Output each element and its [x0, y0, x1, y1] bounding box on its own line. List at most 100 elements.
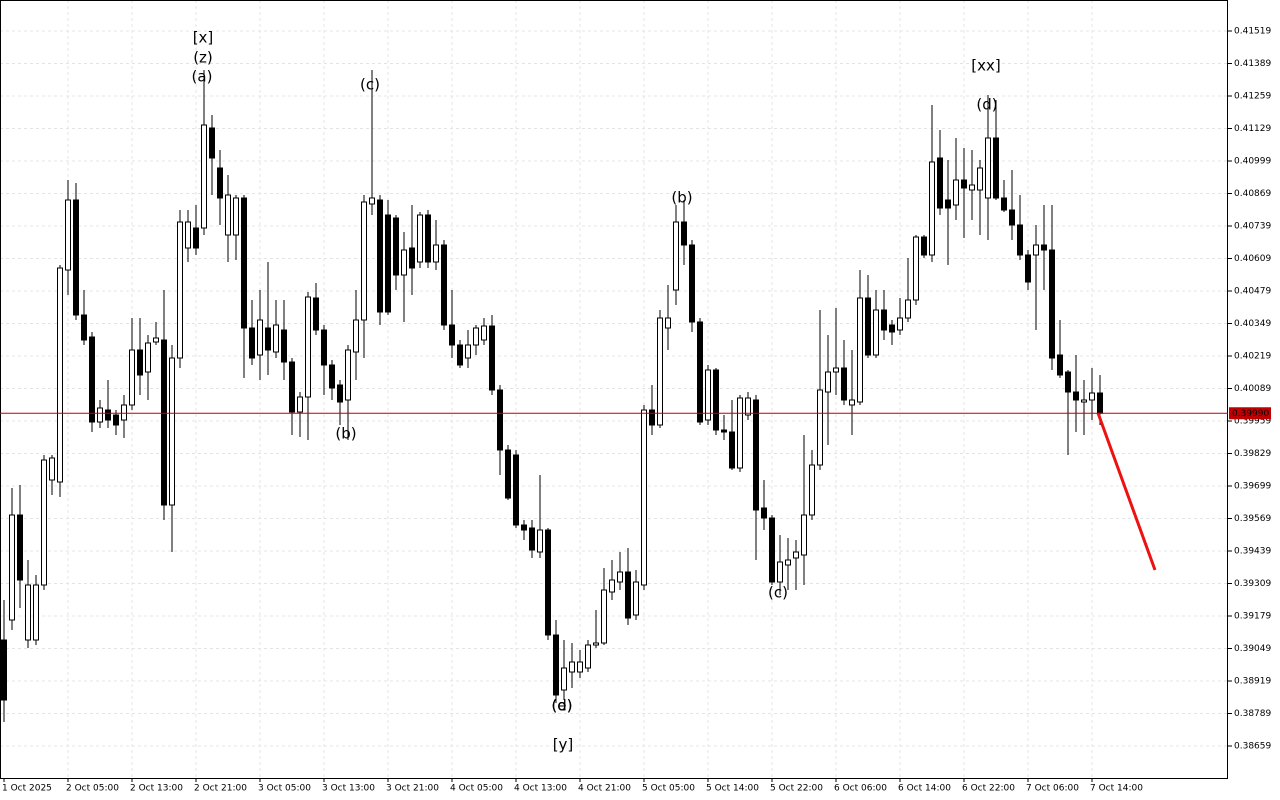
candle-body: [865, 297, 871, 356]
candle-body: [89, 336, 95, 423]
candle-body: [745, 397, 751, 416]
x-tick-label: 3 Oct 21:00: [386, 784, 439, 794]
candle-body: [681, 221, 687, 246]
y-tick-label: 0.40999: [1234, 157, 1271, 167]
candle-body: [785, 559, 791, 566]
wave-label: [y]: [553, 736, 574, 754]
candle-body: [657, 317, 663, 426]
candle-body: [369, 197, 375, 205]
candle-body: [329, 364, 335, 389]
candle-body: [73, 199, 79, 316]
y-tick-label: 0.41259: [1234, 92, 1271, 102]
candle-body: [553, 634, 559, 696]
candle-body: [769, 517, 775, 583]
candle-body: [217, 167, 223, 199]
candle-body: [233, 197, 239, 236]
candle-body: [153, 337, 159, 343]
candle-body: [1041, 244, 1047, 251]
candle-body: [41, 459, 47, 586]
candle-body: [641, 409, 647, 586]
candle-body: [169, 357, 175, 506]
candle-body: [129, 349, 135, 406]
candle-body: [625, 571, 631, 619]
candle-body: [729, 431, 735, 469]
x-tick-label: 6 Oct 22:00: [962, 784, 1015, 794]
x-tick-label: 5 Oct 14:00: [706, 784, 759, 794]
current-price-box: [1229, 407, 1271, 420]
candle-body: [321, 329, 327, 366]
candle-body: [1065, 371, 1071, 393]
candle-body: [1057, 354, 1063, 376]
y-tick-label: 0.41519: [1234, 27, 1271, 37]
candle-body: [425, 214, 431, 263]
y-tick-label: 0.41389: [1234, 59, 1271, 69]
x-tick-label: 2 Oct 05:00: [66, 784, 119, 794]
candle-body: [1073, 391, 1079, 401]
candle-body: [1009, 209, 1015, 226]
candle-body: [945, 199, 951, 209]
candle-body: [1017, 224, 1023, 256]
candle-body: [545, 529, 551, 636]
wave-label: [xx]: [971, 57, 1000, 75]
candle-body: [265, 327, 271, 351]
grid: [0, 0, 1228, 778]
y-tick-label: 0.40609: [1234, 254, 1271, 264]
candle-body: [393, 217, 399, 276]
candle-body: [577, 661, 583, 673]
candle-body: [1025, 254, 1031, 283]
candle-body: [449, 324, 455, 346]
x-tick-label: 6 Oct 06:00: [834, 784, 887, 794]
candle-body: [721, 429, 727, 433]
wave-label: (e): [552, 697, 573, 715]
candle-body: [289, 361, 295, 413]
candle-body: [185, 221, 191, 249]
candle-body: [377, 199, 383, 313]
x-tick-label: 4 Oct 21:00: [578, 784, 631, 794]
candle-body: [969, 184, 975, 191]
y-tick-label: 0.39049: [1234, 644, 1271, 654]
candle-body: [137, 349, 143, 376]
candle-body: [489, 325, 495, 391]
candle-body: [457, 344, 463, 366]
candle-body: [881, 309, 887, 331]
y-tick-label: 0.40739: [1234, 222, 1271, 232]
candle-body: [9, 514, 15, 621]
wave-label: (a): [192, 68, 213, 86]
candle-body: [633, 581, 639, 616]
candle-body: [473, 327, 479, 346]
candle-body: [993, 137, 999, 199]
candle-body: [689, 244, 695, 323]
candle-body: [985, 137, 991, 199]
candle-body: [337, 384, 343, 403]
forecast-arrow: [1096, 412, 1157, 571]
x-tick-label: 4 Oct 05:00: [450, 784, 503, 794]
x-tick-label: 4 Oct 13:00: [514, 784, 567, 794]
candle-body: [905, 299, 911, 319]
candle-body: [105, 409, 111, 421]
candle-body: [49, 457, 55, 481]
candle-body: [929, 161, 935, 256]
candle-body: [385, 214, 391, 313]
candle-body: [249, 327, 255, 359]
candle-body: [441, 244, 447, 326]
candle-body: [113, 414, 119, 426]
current-price-label: 0.39990: [1232, 409, 1269, 419]
candle-body: [1, 639, 7, 701]
x-tick-label: 1 Oct 2025: [2, 784, 52, 794]
x-tick-label: 5 Oct 22:00: [770, 784, 823, 794]
y-tick-label: 0.39309: [1234, 579, 1271, 589]
candle-body: [1001, 197, 1007, 211]
candle-body: [481, 325, 487, 341]
candle-body: [665, 317, 671, 329]
candle-body: [177, 221, 183, 359]
candle-body: [33, 584, 39, 641]
candle-body: [705, 369, 711, 421]
candle-body: [649, 409, 655, 426]
candle-body: [409, 247, 415, 269]
candle-body: [513, 454, 519, 526]
y-tick-label: 0.40089: [1234, 384, 1271, 394]
wave-label: (d): [551, 697, 572, 715]
x-tick-label: 2 Oct 21:00: [194, 784, 247, 794]
candle-body: [97, 407, 103, 423]
candle-body: [145, 342, 151, 373]
